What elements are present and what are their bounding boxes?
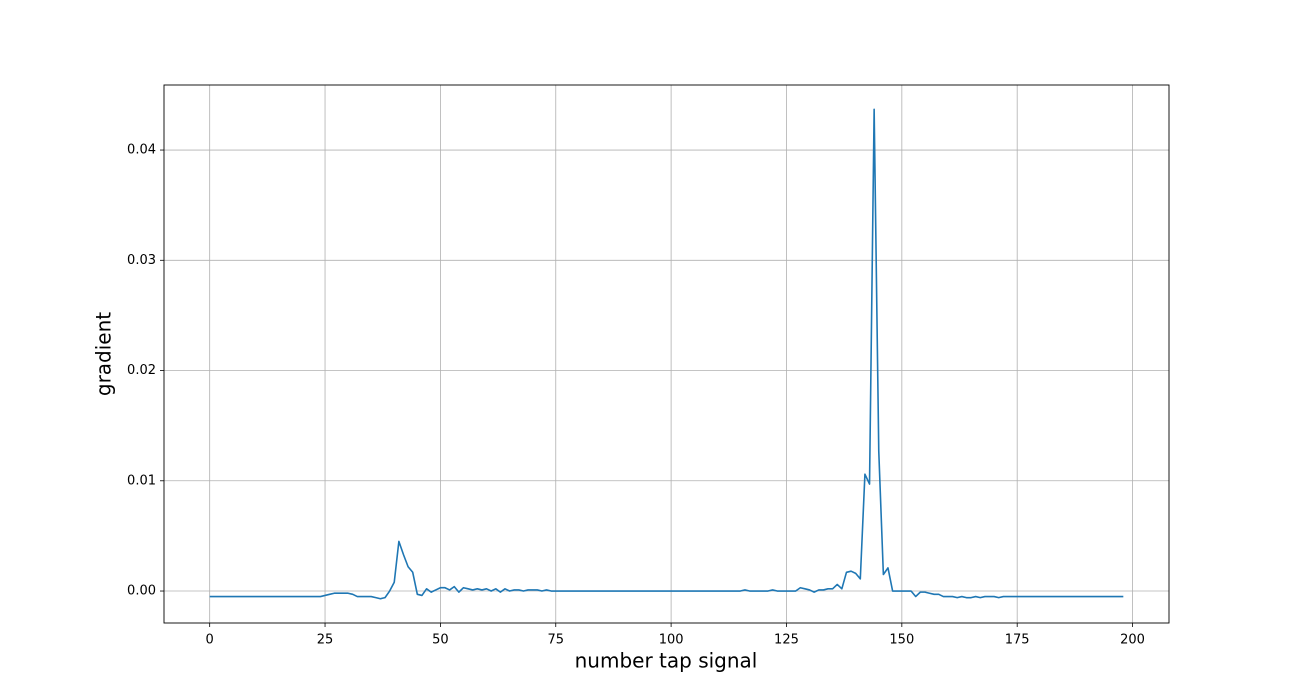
x-tick-label: 125 xyxy=(774,633,799,648)
x-tick-label: 50 xyxy=(432,633,449,648)
y-tick-label: 0.02 xyxy=(127,363,156,378)
plot-frame xyxy=(163,84,1170,624)
y-tick-label: 0.01 xyxy=(127,473,156,488)
x-tick-label: 25 xyxy=(317,633,334,648)
x-tick-label: 0 xyxy=(206,633,214,648)
y-tick-label: 0.04 xyxy=(127,143,156,158)
x-tick-label: 75 xyxy=(547,633,564,648)
y-tick-label: 0.03 xyxy=(127,253,156,268)
x-axis-label: number tap signal xyxy=(575,649,758,673)
y-tick-label: 0.00 xyxy=(127,584,156,599)
x-tick-label: 200 xyxy=(1120,633,1145,648)
x-tick-label: 150 xyxy=(889,633,914,648)
x-tick-label: 100 xyxy=(659,633,684,648)
y-axis-label: gradient xyxy=(92,312,116,396)
data-line xyxy=(209,108,1124,600)
x-tick-label: 175 xyxy=(1005,633,1030,648)
